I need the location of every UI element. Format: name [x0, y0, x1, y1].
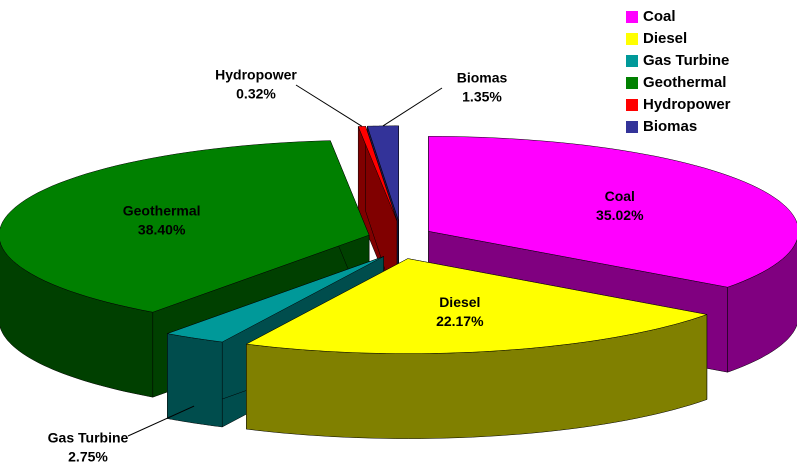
data-label-value: 38.40% [138, 222, 186, 238]
data-label-value: 35.02% [596, 207, 644, 223]
legend-label: Coal [643, 8, 676, 25]
leader-line [295, 84, 363, 127]
leader-line [382, 87, 443, 127]
legend-label: Gas Turbine [643, 52, 729, 69]
data-label-value: 2.75% [68, 449, 108, 465]
legend-label: Hydropower [643, 96, 731, 113]
legend-label: Geothermal [643, 74, 726, 91]
slice-top [245, 258, 708, 354]
legend-swatch [626, 55, 638, 67]
data-label-name: Geothermal [123, 203, 201, 219]
data-label-name: Diesel [439, 294, 480, 310]
data-label-name: Gas Turbine [48, 430, 129, 446]
legend-swatch [626, 77, 638, 89]
data-label-name: Hydropower [215, 67, 297, 83]
data-label-name: Coal [605, 188, 635, 204]
data-label-name: Biomas [457, 70, 508, 86]
legend-swatch [626, 121, 638, 133]
legend: Coal Diesel Gas Turbine Geothermal Hydropowe… [626, 8, 731, 135]
legend-label: Biomas [643, 118, 697, 135]
slice-top [428, 136, 797, 288]
slice [357, 125, 398, 306]
legend-swatch [626, 11, 638, 23]
slice-top [0, 140, 370, 313]
legend-swatch [626, 99, 638, 111]
slice-wall [167, 333, 223, 428]
data-label-value: 0.32% [236, 86, 276, 102]
legend-label: Diesel [643, 30, 687, 47]
slice-top [167, 256, 384, 343]
data-label-value: 22.17% [436, 313, 484, 329]
slice [245, 258, 708, 439]
leader-line [127, 405, 195, 437]
data-label-value: 1.35% [462, 89, 502, 105]
legend-swatch [626, 33, 638, 45]
